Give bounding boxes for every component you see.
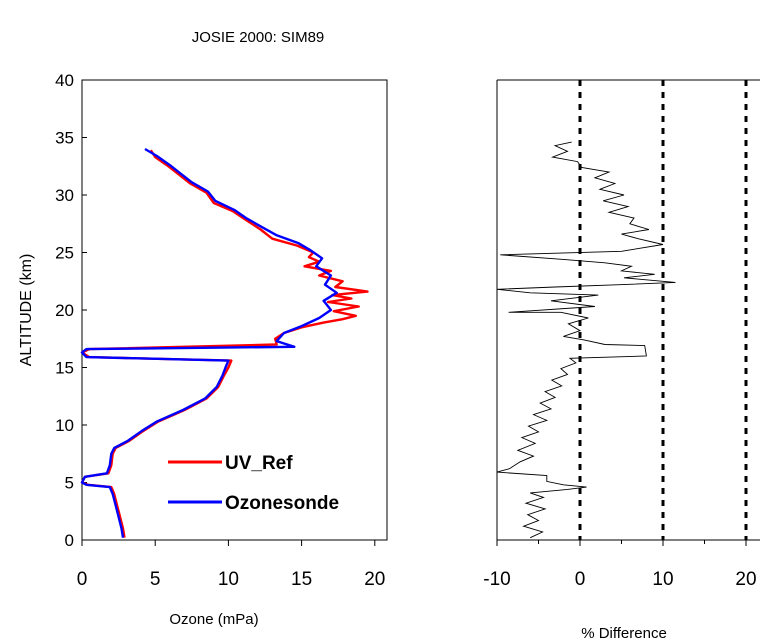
left-x-tick-label: 5: [150, 569, 161, 590]
legend-label-uv-ref: UV_Ref: [225, 453, 293, 474]
left-y-axis-label: ALTITUDE (km): [18, 254, 35, 367]
right-x-tick-label: 20: [735, 569, 756, 590]
figure-title: JOSIE 2000: SIM89: [192, 29, 325, 46]
left-y-tick-label: 20: [55, 301, 74, 320]
right-x-ticks: -10 0 10 20: [483, 540, 757, 590]
left-y-tick-label: 15: [55, 359, 74, 378]
left-x-tick-label: 0: [77, 569, 88, 590]
left-y-tick-label: 5: [65, 474, 74, 493]
left-x-tick-label: 20: [364, 569, 385, 590]
right-series-lines: [496, 141, 676, 539]
series-line-ozonesonde: [80, 147, 338, 538]
left-y-tick-label: 35: [55, 129, 74, 148]
legend: UV_Ref Ozonesonde: [168, 453, 339, 514]
right-x-tick-label: 10: [652, 569, 673, 590]
ozone-profile-plot: 0 5 10 15 20 25 30 35 40 0 5 10 15 20 Ozone (mPa) AL…: [18, 71, 388, 628]
left-x-tick-label: 15: [291, 569, 312, 590]
series-line-uv-ref: [80, 149, 369, 538]
left-y-ticks: 0 5 10 15 20 25 30 35 40: [55, 71, 87, 550]
legend-label-ozonesonde: Ozonesonde: [225, 493, 339, 514]
right-x-tick-label: 0: [575, 569, 586, 590]
left-x-axis-label: Ozone (mPa): [169, 611, 258, 628]
left-y-tick-label: 30: [55, 186, 74, 205]
left-y-tick-label: 0: [65, 531, 74, 550]
left-x-ticks: 0 5 10 15 20: [77, 540, 385, 590]
left-series-lines: [80, 147, 369, 538]
right-x-tick-label: -10: [483, 569, 510, 590]
percent-difference-plot: -10 0 10 20 % Difference: [483, 79, 760, 642]
left-y-tick-label: 25: [55, 244, 74, 263]
right-x-axis-label: % Difference: [581, 625, 667, 642]
series-line-percent-difference: [496, 141, 676, 539]
right-reference-lines: [578, 80, 748, 540]
left-x-tick-label: 10: [218, 569, 239, 590]
left-y-tick-label: 10: [55, 416, 74, 435]
left-y-tick-label: 40: [55, 71, 74, 90]
